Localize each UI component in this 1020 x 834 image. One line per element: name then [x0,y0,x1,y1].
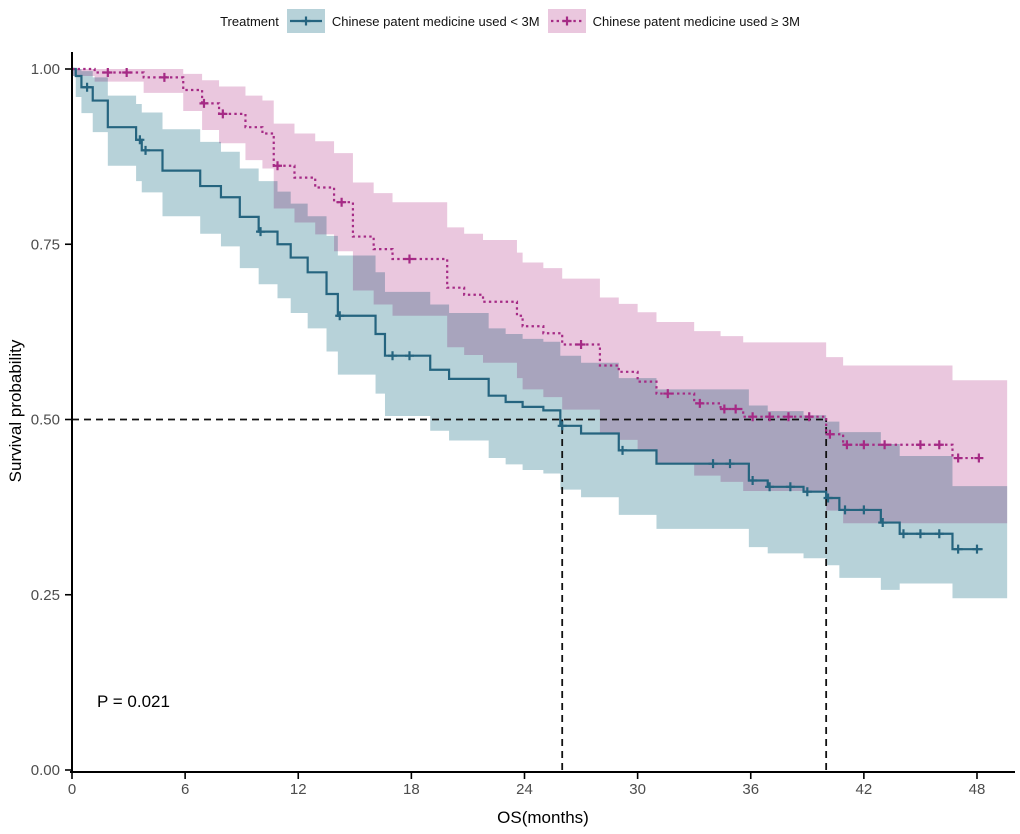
censor-plus-icon [122,68,132,78]
censor-plus-icon [953,453,963,463]
censor-marks-ge3m [103,68,984,463]
x-tick-labels: 0 6 12 18 24 30 36 42 48 [68,781,986,798]
censor-plus-icon [663,389,673,399]
censor-plus-icon [135,135,145,145]
censor-plus-icon [719,404,729,414]
censor-plus-icon [725,459,735,469]
km-curve-ge3m [72,67,983,460]
censor-plus-icon [103,68,113,78]
legend: Treatment Chinese patent medicine used <… [0,5,1020,37]
censor-plus-icon [695,398,705,408]
y-tick-label: 0.25 [31,587,60,604]
censor-plus-icon [974,453,984,463]
censor-plus-icon [82,82,92,92]
x-axis-title: OS(months) [497,808,589,827]
legend-item-lt3m: Chinese patent medicine used < 3M [286,8,540,34]
p-value-label: P = 0.021 [97,692,170,711]
censor-plus-icon [953,544,963,554]
censor-plus-icon [256,227,266,237]
censor-plus-icon [915,529,925,539]
censor-plus-icon [842,440,852,450]
y-tick-labels: 0.00 0.25 0.50 0.75 1.00 [31,61,60,779]
axis-ticks [65,68,978,779]
censor-plus-icon [802,487,812,497]
x-tick-label: 12 [290,781,307,798]
censor-plus-icon [404,351,414,361]
censor-plus-icon [731,404,741,414]
censor-plus-icon [859,440,869,450]
censor-plus-icon [199,98,209,108]
censor-plus-icon [404,254,414,264]
y-tick-label: 0.75 [31,236,60,253]
ci-band-ge3m [72,69,1008,524]
censor-plus-icon [748,475,758,485]
censor-plus-icon [934,440,944,450]
censor-plus-icon [576,339,586,349]
legend-key-lt3m-icon [286,8,326,34]
censor-plus-icon [785,482,795,492]
legend-label-lt3m: Chinese patent medicine used < 3M [331,13,540,29]
censor-plus-icon [765,412,775,422]
censor-plus-icon [783,412,793,422]
y-tick-label: 0.50 [31,412,60,429]
y-tick-label: 1.00 [31,61,60,78]
censor-plus-icon [388,351,398,361]
legend-label-ge3m: Chinese patent medicine used ≥ 3M [592,13,800,29]
censor-plus-icon [335,311,345,321]
x-tick-label: 18 [403,781,420,798]
x-tick-label: 30 [629,781,646,798]
censor-plus-icon [840,505,850,515]
censor-plus-icon [765,482,775,492]
censor-plus-icon [878,518,888,528]
censor-plus-icon [748,412,758,422]
x-tick-label: 0 [68,781,76,798]
x-tick-label: 42 [856,781,873,798]
censor-plus-icon [972,544,982,554]
y-tick-label: 0.00 [31,762,60,779]
censor-plus-icon [898,529,908,539]
censor-plus-icon [337,197,347,207]
x-tick-label: 48 [969,781,986,798]
censor-plus-icon [218,109,228,119]
censor-plus-icon [823,493,833,503]
censor-plus-icon [273,161,283,171]
y-axis-title: Survival probability [6,339,25,482]
legend-item-ge3m: Chinese patent medicine used ≥ 3M [547,8,800,34]
legend-key-ge3m-icon [547,8,587,34]
censor-plus-icon [618,445,628,455]
censor-plus-icon [159,72,169,82]
censor-plus-icon [804,412,814,422]
censor-plus-icon [708,459,718,469]
censor-plus-icon [915,440,925,450]
censor-plus-icon [825,429,835,439]
x-tick-label: 24 [516,781,533,798]
censor-plus-icon [557,421,567,431]
censor-plus-icon [141,145,151,155]
x-tick-label: 36 [742,781,759,798]
censor-plus-icon [880,440,890,450]
censor-plus-icon [934,529,944,539]
legend-title: Treatment [220,13,279,29]
censor-plus-icon [859,505,869,515]
censor-marks-lt3m [82,82,982,554]
x-tick-label: 6 [181,781,189,798]
